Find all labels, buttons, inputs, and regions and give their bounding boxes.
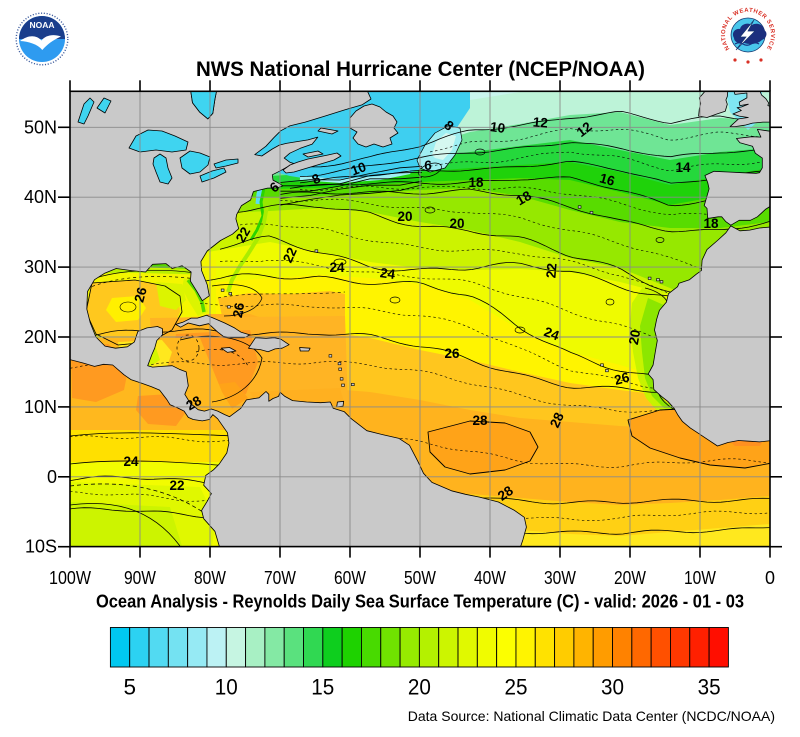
svg-text:26: 26: [131, 285, 150, 304]
svg-text:26: 26: [613, 369, 632, 388]
svg-text:28: 28: [547, 410, 567, 430]
svg-text:20: 20: [626, 329, 643, 346]
svg-text:12: 12: [574, 119, 595, 140]
svg-text:20: 20: [397, 209, 412, 224]
svg-text:10: 10: [489, 119, 506, 136]
svg-text:22: 22: [233, 224, 254, 245]
svg-text:10N: 10N: [24, 397, 57, 417]
svg-text:50N: 50N: [24, 117, 57, 137]
svg-text:24: 24: [542, 324, 562, 343]
svg-text:30W: 30W: [544, 568, 576, 588]
svg-text:18: 18: [703, 216, 719, 231]
svg-text:20: 20: [449, 216, 464, 231]
svg-text:24: 24: [123, 454, 139, 469]
svg-text:6: 6: [424, 158, 432, 173]
svg-text:20: 20: [408, 675, 431, 700]
svg-text:0: 0: [765, 568, 775, 588]
svg-text:10: 10: [215, 675, 238, 700]
svg-text:22: 22: [543, 262, 559, 278]
svg-text:12: 12: [532, 114, 548, 130]
svg-text:24: 24: [329, 260, 345, 275]
svg-text:60W: 60W: [334, 568, 366, 588]
svg-text:15: 15: [311, 675, 334, 700]
svg-text:NWS National Hurricane Center: NWS National Hurricane Center (NCEP/NOAA…: [196, 57, 645, 81]
svg-text:16: 16: [598, 170, 617, 189]
svg-text:30: 30: [601, 675, 624, 700]
svg-text:100W: 100W: [49, 568, 91, 588]
svg-text:40N: 40N: [24, 187, 57, 207]
svg-text:35: 35: [698, 675, 721, 700]
svg-text:80W: 80W: [194, 568, 226, 588]
svg-text:Data Source: National Climatic: Data Source: National Climatic Data Cent…: [408, 708, 775, 724]
svg-text:18: 18: [468, 175, 484, 190]
svg-text:20N: 20N: [24, 327, 57, 347]
svg-text:26: 26: [230, 301, 247, 319]
svg-text:22: 22: [280, 245, 300, 265]
svg-text:NOAA: NOAA: [29, 20, 54, 30]
svg-text:30N: 30N: [24, 257, 57, 277]
svg-text:18: 18: [513, 188, 534, 209]
svg-text:24: 24: [379, 265, 396, 282]
svg-text:90W: 90W: [124, 568, 156, 588]
svg-text:25: 25: [505, 675, 528, 700]
svg-text:10W: 10W: [684, 568, 716, 588]
svg-text:10: 10: [349, 159, 368, 178]
svg-text:28: 28: [472, 413, 488, 428]
svg-text:0: 0: [47, 467, 57, 487]
svg-text:14: 14: [675, 160, 691, 175]
svg-text:26: 26: [444, 346, 460, 361]
svg-text:20W: 20W: [614, 568, 646, 588]
svg-text:70W: 70W: [264, 568, 296, 588]
svg-text:40W: 40W: [474, 568, 506, 588]
svg-text:5: 5: [123, 675, 136, 700]
svg-text:28: 28: [183, 393, 204, 414]
svg-text:Ocean Analysis - Reynolds Dail: Ocean Analysis - Reynolds Daily Sea Surf…: [96, 592, 744, 612]
svg-text:10S: 10S: [25, 537, 57, 557]
svg-text:50W: 50W: [404, 568, 436, 588]
svg-text:22: 22: [169, 478, 184, 493]
